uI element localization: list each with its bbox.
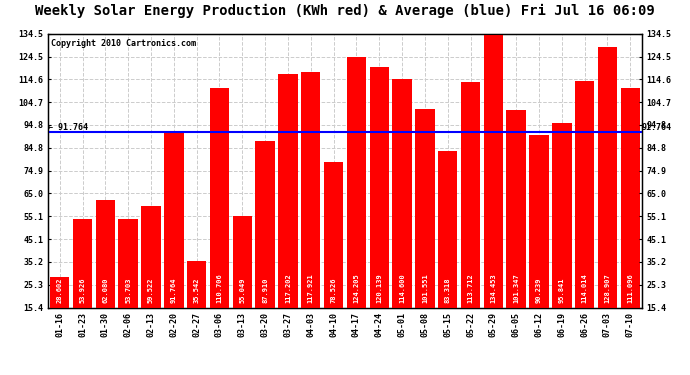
Text: 55.049: 55.049 (239, 278, 246, 303)
Text: 134.453: 134.453 (491, 273, 496, 303)
Text: 83.318: 83.318 (444, 278, 451, 303)
Text: 101.347: 101.347 (513, 273, 519, 303)
Text: 90.239: 90.239 (536, 278, 542, 303)
Bar (415, 110, 435, 343)
Text: 111.096: 111.096 (627, 273, 633, 303)
Text: 101.551: 101.551 (422, 273, 428, 303)
Text: 28.602: 28.602 (57, 278, 63, 303)
Bar (552, 123, 571, 343)
Bar (301, 72, 320, 343)
Bar (393, 80, 412, 343)
Bar (50, 277, 70, 343)
Text: 91.764: 91.764 (642, 123, 671, 132)
Text: 91.764: 91.764 (171, 278, 177, 303)
Bar (96, 200, 115, 343)
Bar (324, 162, 344, 343)
Bar (370, 67, 389, 343)
Bar (233, 216, 252, 343)
Text: 59.522: 59.522 (148, 278, 154, 303)
Bar (438, 152, 457, 343)
Text: 114.014: 114.014 (582, 273, 588, 303)
Bar (620, 87, 640, 343)
Bar (210, 88, 229, 343)
Bar (598, 46, 617, 343)
Bar (164, 132, 184, 343)
Text: 78.526: 78.526 (331, 278, 337, 303)
Bar (255, 141, 275, 343)
Text: 113.712: 113.712 (468, 273, 473, 303)
Text: 53.926: 53.926 (79, 278, 86, 303)
Text: 110.706: 110.706 (217, 273, 222, 303)
Bar (346, 57, 366, 343)
Text: 124.205: 124.205 (353, 273, 359, 303)
Bar (575, 81, 594, 343)
Text: 87.910: 87.910 (262, 278, 268, 303)
Text: 114.600: 114.600 (399, 273, 405, 303)
Text: 53.703: 53.703 (125, 278, 131, 303)
Text: ← 91.764: ← 91.764 (48, 123, 88, 132)
Bar (278, 74, 297, 343)
Text: 62.080: 62.080 (102, 278, 108, 303)
Text: 128.907: 128.907 (604, 273, 611, 303)
Bar (461, 81, 480, 343)
Text: Weekly Solar Energy Production (KWh red) & Average (blue) Fri Jul 16 06:09: Weekly Solar Energy Production (KWh red)… (35, 4, 655, 18)
Bar (187, 261, 206, 343)
Bar (484, 34, 503, 343)
Text: 120.139: 120.139 (376, 273, 382, 303)
Text: 117.202: 117.202 (285, 273, 291, 303)
Text: 117.921: 117.921 (308, 273, 314, 303)
Bar (119, 219, 138, 343)
Bar (529, 135, 549, 343)
Text: 95.841: 95.841 (559, 278, 565, 303)
Bar (73, 219, 92, 343)
Bar (141, 206, 161, 343)
Text: Copyright 2010 Cartronics.com: Copyright 2010 Cartronics.com (51, 39, 196, 48)
Bar (506, 110, 526, 343)
Text: 35.542: 35.542 (194, 278, 199, 303)
